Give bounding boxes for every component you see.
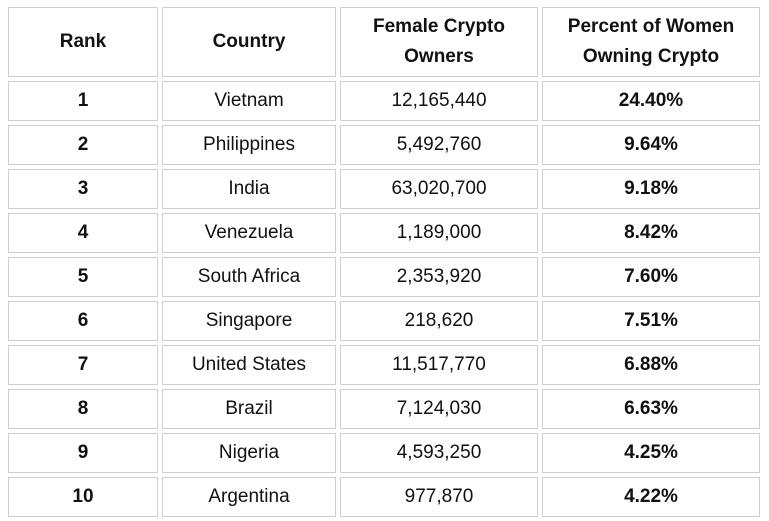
- owners-cell: 11,517,770: [340, 345, 538, 385]
- percent-cell: 4.25%: [542, 433, 760, 473]
- table-header: Rank Country Female Crypto Owners Percen…: [8, 7, 760, 77]
- country-cell: South Africa: [162, 257, 336, 297]
- table-body: 1 Vietnam 12,165,440 24.40% 2 Philippine…: [8, 81, 760, 517]
- percent-cell: 6.63%: [542, 389, 760, 429]
- country-cell: Nigeria: [162, 433, 336, 473]
- rank-cell: 9: [8, 433, 158, 473]
- header-rank: Rank: [8, 7, 158, 77]
- percent-cell: 24.40%: [542, 81, 760, 121]
- percent-cell: 7.60%: [542, 257, 760, 297]
- country-cell: Venezuela: [162, 213, 336, 253]
- crypto-ownership-table-container: Rank Country Female Crypto Owners Percen…: [4, 3, 764, 521]
- percent-cell: 9.64%: [542, 125, 760, 165]
- owners-cell: 7,124,030: [340, 389, 538, 429]
- rank-cell: 3: [8, 169, 158, 209]
- table-row: 7 United States 11,517,770 6.88%: [8, 345, 760, 385]
- country-cell: United States: [162, 345, 336, 385]
- rank-cell: 7: [8, 345, 158, 385]
- table-row: 8 Brazil 7,124,030 6.63%: [8, 389, 760, 429]
- owners-cell: 977,870: [340, 477, 538, 517]
- country-cell: Vietnam: [162, 81, 336, 121]
- header-percent-women-owning-crypto: Percent of Women Owning Crypto: [542, 7, 760, 77]
- country-cell: Argentina: [162, 477, 336, 517]
- header-female-crypto-owners: Female Crypto Owners: [340, 7, 538, 77]
- owners-cell: 12,165,440: [340, 81, 538, 121]
- crypto-ownership-table: Rank Country Female Crypto Owners Percen…: [4, 3, 764, 521]
- rank-cell: 1: [8, 81, 158, 121]
- table-row: 6 Singapore 218,620 7.51%: [8, 301, 760, 341]
- percent-cell: 9.18%: [542, 169, 760, 209]
- table-row: 4 Venezuela 1,189,000 8.42%: [8, 213, 760, 253]
- rank-cell: 10: [8, 477, 158, 517]
- owners-cell: 63,020,700: [340, 169, 538, 209]
- percent-cell: 4.22%: [542, 477, 760, 517]
- percent-cell: 7.51%: [542, 301, 760, 341]
- owners-cell: 1,189,000: [340, 213, 538, 253]
- rank-cell: 8: [8, 389, 158, 429]
- table-row: 3 India 63,020,700 9.18%: [8, 169, 760, 209]
- rank-cell: 2: [8, 125, 158, 165]
- table-row: 5 South Africa 2,353,920 7.60%: [8, 257, 760, 297]
- country-cell: Philippines: [162, 125, 336, 165]
- table-row: 1 Vietnam 12,165,440 24.40%: [8, 81, 760, 121]
- rank-cell: 4: [8, 213, 158, 253]
- percent-cell: 8.42%: [542, 213, 760, 253]
- rank-cell: 5: [8, 257, 158, 297]
- table-row: 2 Philippines 5,492,760 9.64%: [8, 125, 760, 165]
- percent-cell: 6.88%: [542, 345, 760, 385]
- country-cell: India: [162, 169, 336, 209]
- owners-cell: 4,593,250: [340, 433, 538, 473]
- table-row: 9 Nigeria 4,593,250 4.25%: [8, 433, 760, 473]
- header-country: Country: [162, 7, 336, 77]
- rank-cell: 6: [8, 301, 158, 341]
- owners-cell: 2,353,920: [340, 257, 538, 297]
- country-cell: Singapore: [162, 301, 336, 341]
- table-row: 10 Argentina 977,870 4.22%: [8, 477, 760, 517]
- owners-cell: 218,620: [340, 301, 538, 341]
- header-row: Rank Country Female Crypto Owners Percen…: [8, 7, 760, 77]
- country-cell: Brazil: [162, 389, 336, 429]
- owners-cell: 5,492,760: [340, 125, 538, 165]
